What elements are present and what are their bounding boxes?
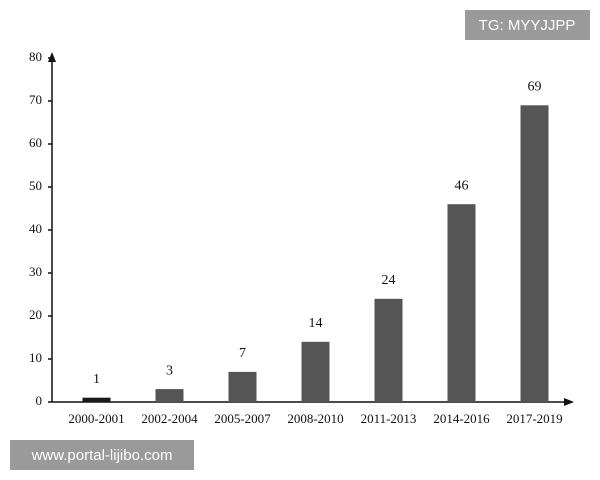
- watermark-top: TG: MYYJJPP: [479, 17, 576, 34]
- bar: [301, 341, 330, 402]
- x-tick-label: 2000-2001: [68, 411, 124, 426]
- x-tick-label: 2011-2013: [361, 411, 417, 426]
- x-tick-label: 2005-2007: [214, 411, 271, 426]
- data-label: 69: [528, 80, 542, 95]
- y-tick-label: 60: [29, 135, 42, 150]
- y-tick-label: 30: [29, 264, 42, 279]
- x-tick-label: 2008-2010: [287, 411, 343, 426]
- bar: [520, 105, 549, 403]
- y-tick-label: 80: [29, 49, 42, 64]
- data-label: 24: [382, 273, 396, 288]
- data-label: 7: [239, 346, 246, 361]
- y-tick-label: 50: [29, 178, 42, 193]
- bar: [228, 371, 257, 402]
- watermark-bottom: www.portal-lijibo.com: [31, 447, 173, 464]
- y-tick-label: 40: [29, 221, 42, 236]
- x-tick-label: 2017-2019: [506, 411, 562, 426]
- y-tick-label: 20: [29, 307, 42, 322]
- data-label: 46: [455, 178, 469, 193]
- data-label: 3: [166, 363, 173, 378]
- watermark-box: [10, 440, 194, 470]
- bar: [155, 389, 184, 402]
- bar: [82, 397, 111, 402]
- y-tick-label: 10: [29, 350, 42, 365]
- y-tick-label: 70: [29, 92, 42, 107]
- data-label: 1: [93, 372, 100, 387]
- x-tick-label: 2002-2004: [141, 411, 198, 426]
- x-axis-arrow: [564, 398, 574, 406]
- x-tick-label: 2014-2016: [433, 411, 490, 426]
- y-axis-arrow: [48, 52, 56, 62]
- watermark-box: [465, 10, 590, 40]
- bar: [447, 204, 476, 402]
- bar: [374, 298, 403, 402]
- data-label: 14: [309, 316, 323, 331]
- y-tick-label: 0: [36, 393, 43, 408]
